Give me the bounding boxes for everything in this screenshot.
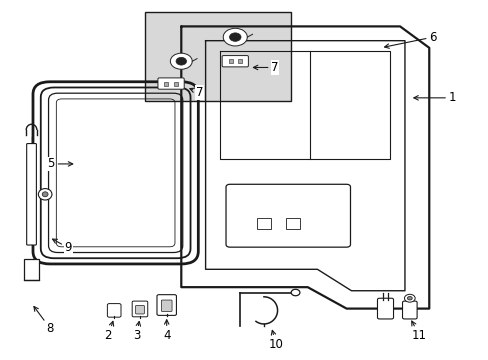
Text: 9: 9 — [52, 239, 72, 255]
Ellipse shape — [223, 28, 247, 46]
Bar — [228, 59, 232, 63]
Bar — [144, 12, 290, 102]
Bar — [173, 82, 177, 86]
Text: 11: 11 — [411, 321, 426, 342]
FancyBboxPatch shape — [402, 301, 416, 319]
Text: 3: 3 — [133, 321, 140, 342]
FancyBboxPatch shape — [161, 300, 172, 311]
Bar — [256, 218, 271, 229]
Ellipse shape — [407, 296, 411, 300]
Ellipse shape — [170, 53, 192, 69]
Ellipse shape — [176, 57, 186, 65]
Ellipse shape — [229, 33, 241, 41]
FancyBboxPatch shape — [135, 305, 144, 314]
Text: 1: 1 — [413, 91, 455, 104]
FancyBboxPatch shape — [157, 295, 176, 315]
FancyBboxPatch shape — [107, 303, 121, 317]
Text: 4: 4 — [163, 320, 170, 342]
Text: 10: 10 — [268, 330, 283, 351]
FancyBboxPatch shape — [132, 301, 147, 317]
Ellipse shape — [290, 289, 299, 296]
Text: 8: 8 — [34, 306, 54, 335]
FancyBboxPatch shape — [225, 184, 350, 247]
FancyBboxPatch shape — [222, 55, 248, 67]
Bar — [238, 59, 242, 63]
Text: 6: 6 — [384, 31, 436, 48]
Ellipse shape — [42, 192, 48, 197]
Bar — [164, 82, 168, 86]
Text: 7: 7 — [189, 86, 203, 99]
Text: 7: 7 — [253, 61, 278, 74]
Text: 2: 2 — [104, 321, 113, 342]
Bar — [24, 258, 39, 280]
Bar — [285, 218, 300, 229]
Ellipse shape — [38, 189, 52, 200]
FancyBboxPatch shape — [27, 144, 36, 245]
Text: 5: 5 — [47, 157, 73, 170]
Ellipse shape — [404, 294, 414, 302]
FancyBboxPatch shape — [158, 78, 184, 89]
FancyBboxPatch shape — [377, 298, 393, 319]
